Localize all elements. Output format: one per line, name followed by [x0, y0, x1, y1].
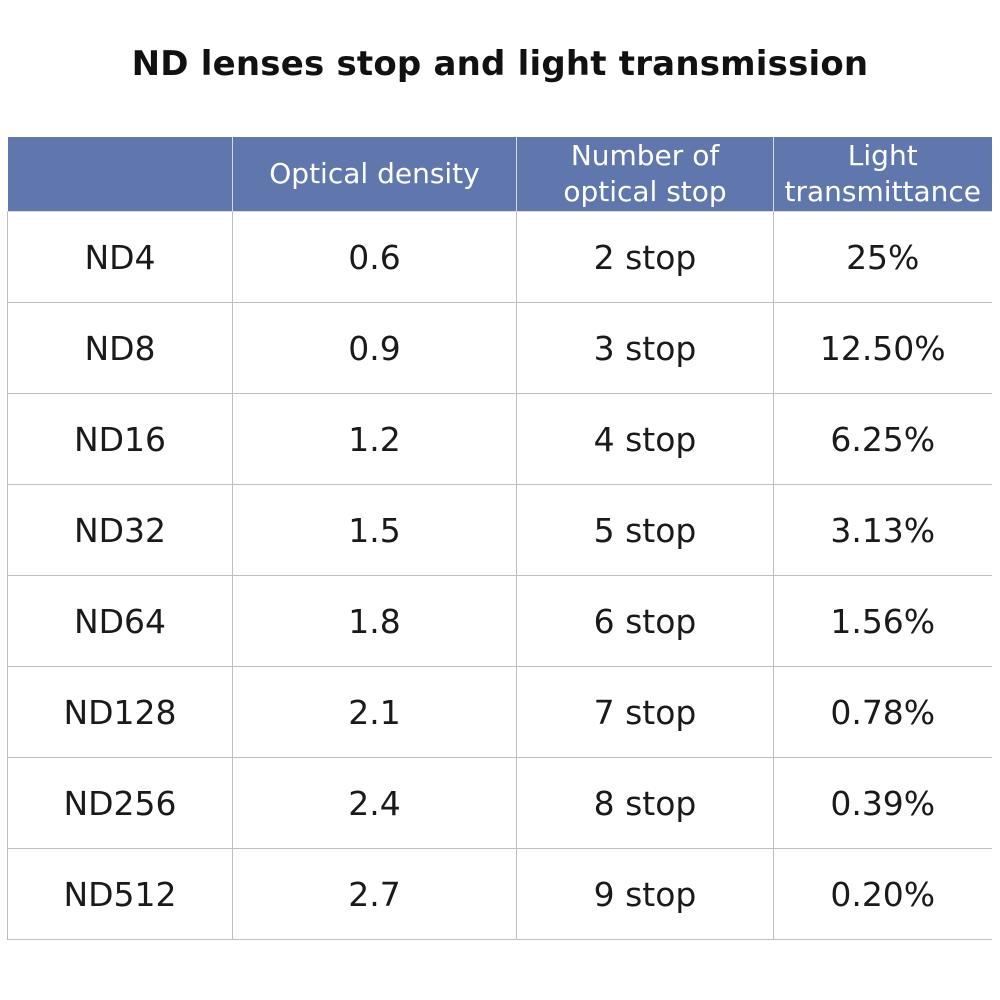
- optical-density-cell: 1.5: [232, 484, 517, 576]
- optical-density-cell: 1.2: [232, 393, 517, 485]
- filter-cell: ND64: [7, 575, 233, 667]
- table-row: ND128 2.1 7 stop 0.78%: [7, 666, 992, 758]
- optical-stop-cell: 8 stop: [516, 757, 774, 849]
- transmittance-cell: 25%: [773, 211, 992, 303]
- filter-cell: ND32: [7, 484, 233, 576]
- transmittance-cell: 6.25%: [773, 393, 992, 485]
- optical-density-cell: 1.8: [232, 575, 517, 667]
- filter-cell: ND8: [7, 302, 233, 394]
- filter-cell: ND16: [7, 393, 233, 485]
- transmittance-cell: 12.50%: [773, 302, 992, 394]
- transmittance-cell: 0.78%: [773, 666, 992, 758]
- header-row: Optical density Number of optical stop L…: [7, 137, 992, 212]
- filter-cell: ND4: [7, 211, 233, 303]
- filter-cell: ND128: [7, 666, 233, 758]
- filter-cell: ND256: [7, 757, 233, 849]
- optical-stop-cell: 9 stop: [516, 848, 774, 940]
- filter-cell: ND512: [7, 848, 233, 940]
- table-row: ND512 2.7 9 stop 0.20%: [7, 848, 992, 940]
- optical-stop-cell: 2 stop: [516, 211, 774, 303]
- optical-density-cell: 2.1: [232, 666, 517, 758]
- header-label-line: Optical density: [269, 157, 480, 190]
- table-row: ND256 2.4 8 stop 0.39%: [7, 757, 992, 849]
- optical-stop-cell: 3 stop: [516, 302, 774, 394]
- table-row: ND16 1.2 4 stop 6.25%: [7, 393, 992, 485]
- header-cell-light-transmittance: Light transmittance: [773, 137, 992, 212]
- optical-density-cell: 2.7: [232, 848, 517, 940]
- table-row: ND8 0.9 3 stop 12.50%: [7, 302, 992, 394]
- header-label-line: transmittance: [784, 175, 982, 208]
- optical-density-cell: 2.4: [232, 757, 517, 849]
- header-label-line: optical stop: [563, 175, 727, 208]
- header-label-line: Light: [847, 139, 918, 172]
- optical-stop-cell: 7 stop: [516, 666, 774, 758]
- table-row: ND32 1.5 5 stop 3.13%: [7, 484, 992, 576]
- transmittance-cell: 0.39%: [773, 757, 992, 849]
- header-cell-optical-stop: Number of optical stop: [516, 137, 774, 212]
- optical-density-cell: 0.6: [232, 211, 517, 303]
- header-cell-optical-density: Optical density: [232, 137, 517, 212]
- transmittance-cell: 0.20%: [773, 848, 992, 940]
- header-cell-filter: [7, 137, 233, 212]
- optical-density-cell: 0.9: [232, 302, 517, 394]
- transmittance-cell: 1.56%: [773, 575, 992, 667]
- nd-filter-table: Optical density Number of optical stop L…: [7, 137, 992, 940]
- table-title: ND lenses stop and light transmission: [131, 44, 869, 84]
- optical-stop-cell: 4 stop: [516, 393, 774, 485]
- table-row: ND64 1.8 6 stop 1.56%: [7, 575, 992, 667]
- optical-stop-cell: 5 stop: [516, 484, 774, 576]
- transmittance-cell: 3.13%: [773, 484, 992, 576]
- header-label-line: Number of: [570, 139, 720, 172]
- table-row: ND4 0.6 2 stop 25%: [7, 211, 992, 303]
- optical-stop-cell: 6 stop: [516, 575, 774, 667]
